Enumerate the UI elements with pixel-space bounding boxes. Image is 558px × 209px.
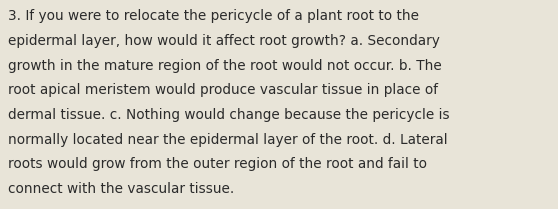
Text: growth in the mature region of the root would not occur. b. The: growth in the mature region of the root … bbox=[8, 59, 442, 73]
Text: dermal tissue. c. Nothing would change because the pericycle is: dermal tissue. c. Nothing would change b… bbox=[8, 108, 450, 122]
Text: epidermal layer, how would it affect root growth? a. Secondary: epidermal layer, how would it affect roo… bbox=[8, 34, 440, 48]
Text: 3. If you were to relocate the pericycle of a plant root to the: 3. If you were to relocate the pericycle… bbox=[8, 9, 420, 23]
Text: root apical meristem would produce vascular tissue in place of: root apical meristem would produce vascu… bbox=[8, 83, 439, 97]
Text: connect with the vascular tissue.: connect with the vascular tissue. bbox=[8, 182, 234, 196]
Text: roots would grow from the outer region of the root and fail to: roots would grow from the outer region o… bbox=[8, 157, 427, 171]
Text: normally located near the epidermal layer of the root. d. Lateral: normally located near the epidermal laye… bbox=[8, 133, 448, 147]
